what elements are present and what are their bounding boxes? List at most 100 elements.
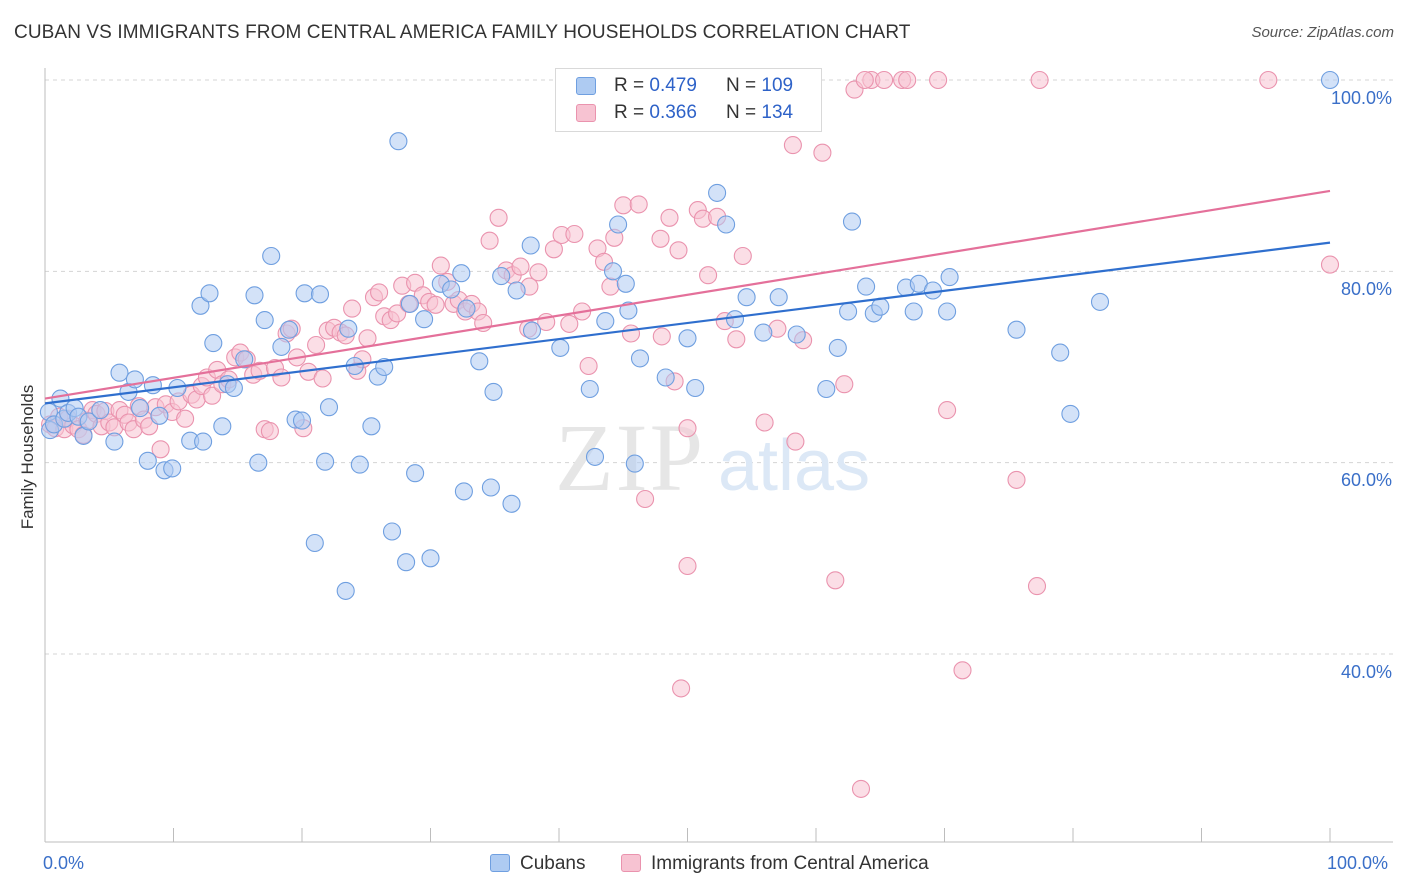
legend-n-value-immigrants: 134 [761,102,794,123]
legend-box: R = 0.479 N = 109 R = 0.366 N = 134 [555,68,822,132]
immigrants-point [898,70,917,90]
cubans-point [619,301,638,320]
immigrants-points [41,70,1340,798]
cubans-point [224,378,243,398]
cubans-point [235,350,254,369]
immigrants-point [652,327,671,346]
immigrants-point [938,401,957,420]
cubans-point [492,267,511,286]
cubans-point [769,288,788,307]
bottom-legend-label-immigrants: Immigrants from Central America [651,853,929,874]
y-tick-label-100: 100.0% [1330,88,1392,108]
cubans-point [200,284,219,303]
cubans-point [336,581,355,600]
cubans-point [787,325,806,344]
cubans-point [421,549,440,568]
immigrants-trend-line [44,189,1331,400]
immigrants-point [851,779,871,798]
cubans-point [389,132,408,151]
cubans-point [262,246,281,266]
cubans-point [319,398,339,417]
cubans-point [249,453,268,472]
immigrants-point [544,240,563,259]
x-tick-label-min: 0.0% [43,853,85,873]
cubans-point [295,284,314,303]
cubans-point [292,411,312,430]
cubans-point [110,363,129,382]
chart-title: CUBAN VS IMMIGRANTS FROM CENTRAL AMERICA… [14,22,911,43]
immigrants-point [343,299,362,318]
immigrants-point [783,136,802,155]
cubans-point [507,281,526,300]
immigrants-point [678,556,697,576]
immigrants-point [151,440,170,459]
cubans-point [754,323,773,342]
cubans-point [382,522,402,541]
immigrants-point [176,409,195,428]
immigrants-point [307,335,326,355]
cubans-point [245,286,264,305]
cubans-point [1061,404,1080,423]
cubans-point [316,452,335,471]
immigrants-point [529,263,548,282]
y-tick-label-80: 80.0% [1340,279,1392,299]
immigrants-point [579,356,598,376]
immigrants-point [855,70,874,90]
immigrants-point [929,70,948,90]
cubans-point [585,447,605,466]
immigrants-point [835,375,854,394]
immigrants-point [672,679,691,698]
immigrants-point [313,369,332,388]
trend-lines [44,189,1331,405]
immigrants-point [260,422,279,441]
immigrants-point [489,208,508,227]
cubans-point [839,302,858,321]
cubans-points [39,70,1340,600]
immigrants-point [629,195,648,214]
cubans-point [310,285,330,304]
cubans-point [105,432,124,451]
immigrants-point [755,413,774,432]
immigrants-point [1030,70,1049,90]
cubans-point [596,312,615,331]
bottom-legend-immigrants: Immigrants from Central America [621,853,929,875]
cubans-point [138,451,157,470]
cubans-point [339,319,358,338]
cubans-point [400,294,419,313]
legend-n-label: N = [726,75,757,96]
legend-r-value-cubans: 0.479 [649,75,697,96]
legend-r-value-immigrants: 0.366 [649,102,697,123]
cubans-point [350,455,369,474]
legend-swatch-cubans [576,77,596,95]
immigrants-point [678,419,697,438]
source-label: Source: ZipAtlas.com [1251,24,1394,41]
cubans-point [656,368,675,387]
legend-r-label: R = [614,75,645,96]
immigrants-point [733,246,752,266]
legend-swatch-immigrants [576,104,596,122]
cubans-point [454,482,473,501]
immigrants-point [953,661,972,680]
cubans-point [521,236,540,255]
immigrants-point [786,432,805,451]
cubans-point [213,417,232,436]
cubans-point [150,406,169,425]
immigrants-point [431,256,450,275]
cubans-trend-line [44,241,1331,405]
immigrants-point [272,368,291,387]
cubans-point [502,494,521,513]
cubans-point [163,459,182,478]
cubans-point [842,212,862,231]
immigrants-point [511,257,530,276]
y-tick-label-40: 40.0% [1340,662,1392,682]
x-tick-label-max: 100.0% [1327,853,1389,873]
immigrants-point [1027,577,1047,596]
cubans-point [1090,292,1110,311]
cubans-point [725,310,745,329]
cubans-point [938,302,957,321]
bottom-legend-swatch-immigrants [621,854,641,872]
immigrants-point [1007,470,1026,489]
immigrants-point [426,295,445,314]
immigrants-point [370,283,389,302]
